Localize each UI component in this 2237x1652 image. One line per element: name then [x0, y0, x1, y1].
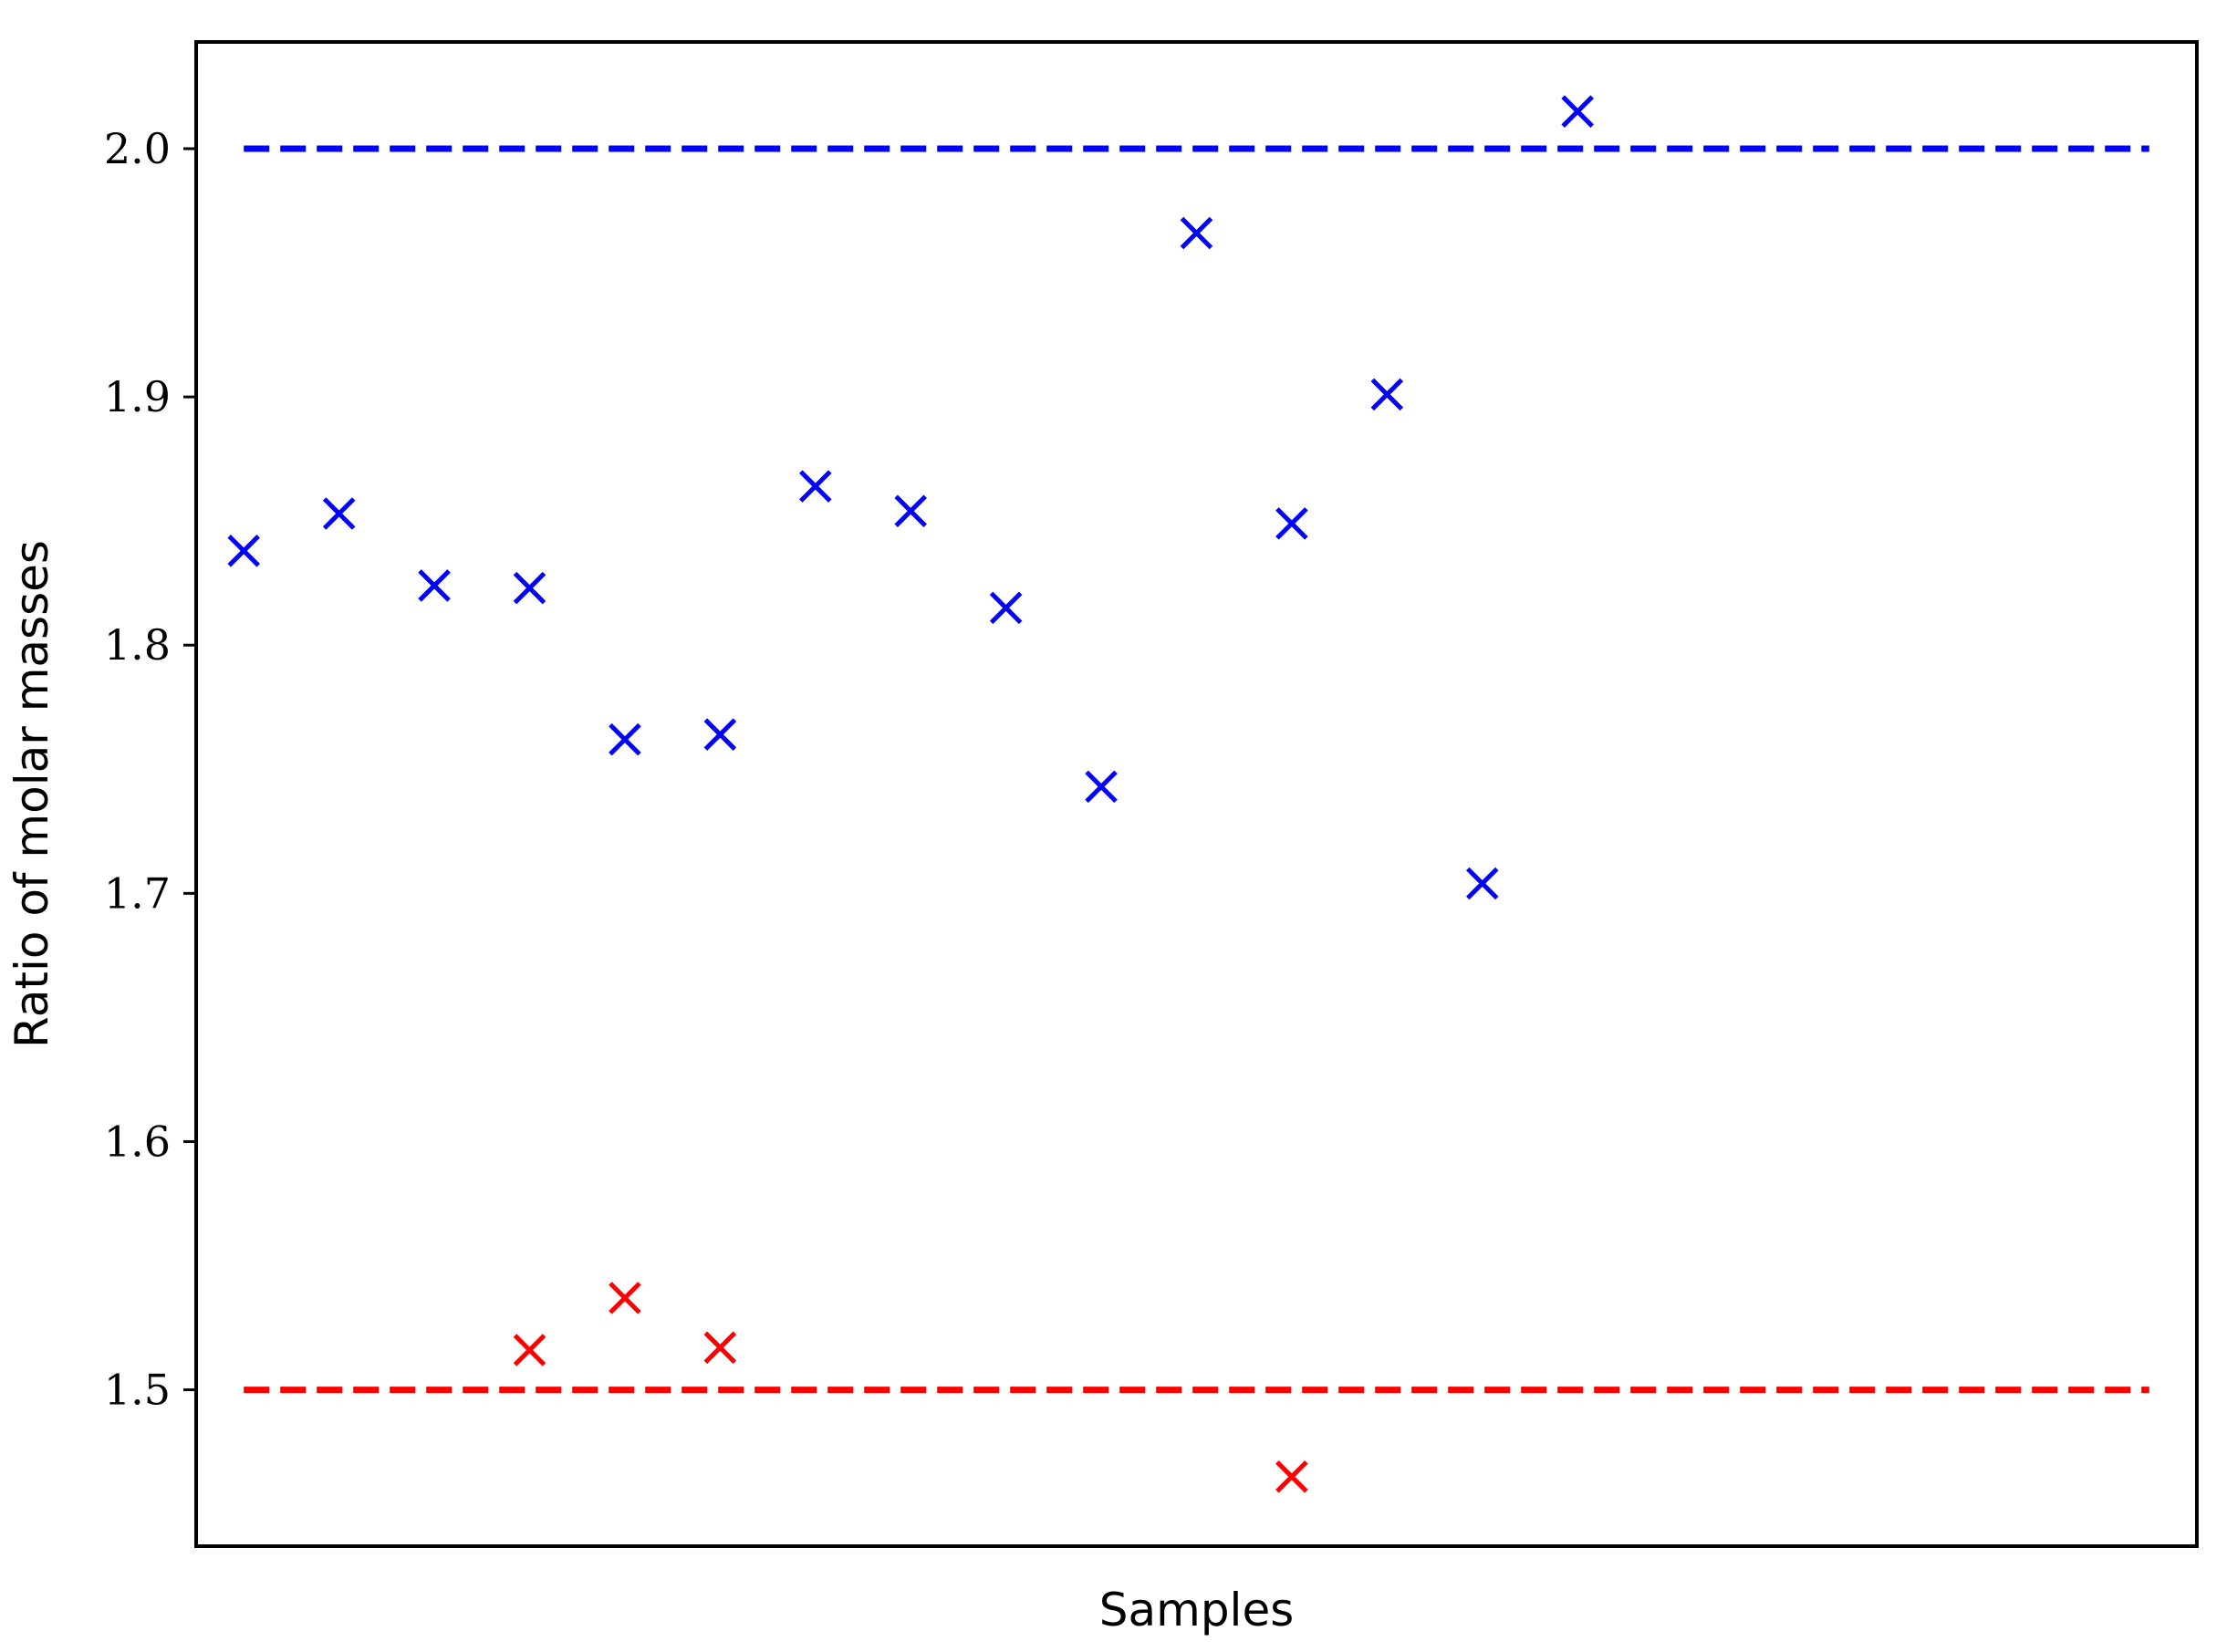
- data-point: [1370, 378, 1404, 411]
- data-point: [1561, 95, 1594, 128]
- y-tick-label: 1.8: [104, 620, 171, 670]
- data-point: [609, 1282, 641, 1314]
- reference-lines: [244, 145, 2149, 1394]
- data-point: [513, 1334, 546, 1366]
- data-point: [609, 722, 641, 756]
- data-point: [989, 591, 1023, 625]
- plot-frame: [194, 40, 2199, 1548]
- data-point: [418, 569, 451, 602]
- data-points: [227, 95, 1594, 1493]
- data-point: [1466, 867, 1499, 900]
- data-point: [1085, 770, 1118, 804]
- y-tick-label: 1.5: [104, 1366, 171, 1415]
- y-axis: 1.5 1.6 1.7 1.8 1.9 2.0: [104, 124, 196, 1415]
- data-point: [799, 470, 832, 503]
- y-tick-label: 2.0: [104, 124, 171, 173]
- data-point: [703, 718, 737, 751]
- data-point: [1180, 216, 1213, 250]
- y-tick-label: 1.9: [104, 372, 171, 421]
- y-tick-label: 1.7: [104, 868, 171, 918]
- x-axis-label: Samples: [1099, 1584, 1295, 1636]
- y-axis-label: Ratio of molar masses: [5, 540, 58, 1048]
- data-point: [703, 1331, 737, 1365]
- data-point: [322, 497, 356, 530]
- data-point: [513, 571, 546, 605]
- data-point: [894, 494, 927, 528]
- data-point: [1275, 1460, 1308, 1493]
- data-point: [1275, 507, 1308, 540]
- y-tick-label: 1.6: [104, 1117, 171, 1166]
- data-point: [227, 535, 260, 567]
